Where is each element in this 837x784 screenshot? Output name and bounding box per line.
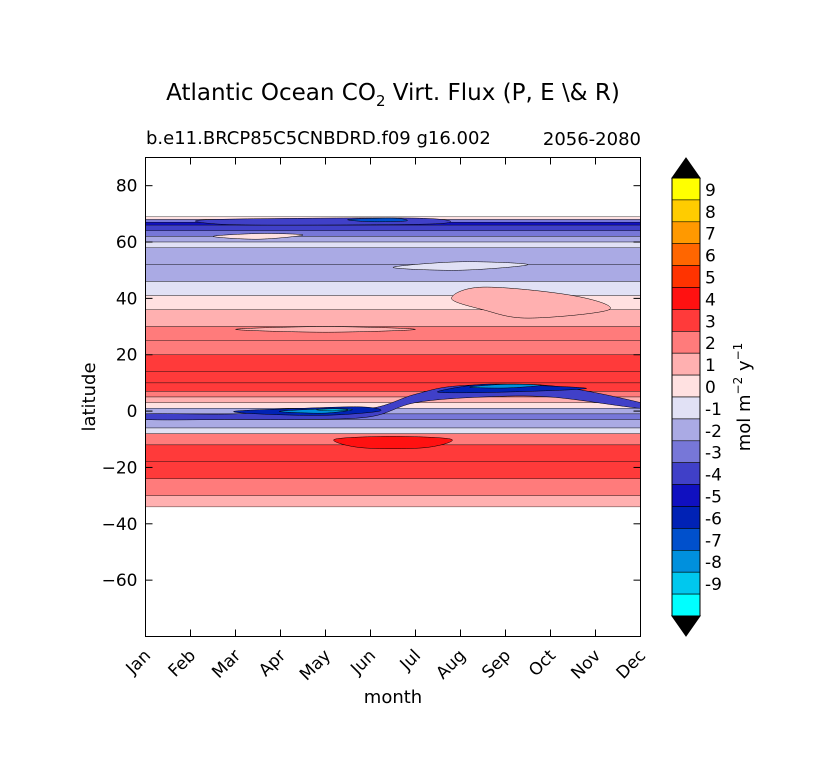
colorbar-bin	[671, 506, 701, 529]
colorbar-bin	[671, 199, 701, 223]
colorbar-tick-label: 0	[705, 378, 716, 398]
colorbar-tick-label: -9	[705, 575, 722, 595]
chart-title: Atlantic Ocean CO2 Virt. Flux (P, E \& R…	[166, 80, 620, 110]
contour-band	[145, 247, 641, 265]
contour-band	[145, 281, 641, 296]
colorbar-tick-label: 5	[705, 269, 716, 289]
colorbar-bin	[671, 418, 701, 442]
colorbar-tick-label: 1	[705, 356, 716, 376]
contour-band	[145, 427, 641, 434]
y-tick-label: 60	[116, 233, 138, 253]
contour-band	[145, 461, 641, 479]
subtrop-white	[451, 286, 611, 319]
colorbar-bin	[671, 484, 701, 507]
contour-band	[145, 241, 641, 248]
colorbar-bin	[671, 309, 701, 332]
colorbar-bin	[671, 440, 701, 463]
itcz-max	[316, 408, 349, 412]
plot-frame	[145, 157, 641, 637]
x-tick-label: Dec	[613, 646, 650, 683]
x-tick-label: May	[296, 646, 335, 685]
colorbar-tick-label: -8	[705, 553, 722, 573]
y-tick-label: −40	[102, 515, 138, 535]
colorbar-tick-label: -7	[705, 531, 722, 551]
contour-bands	[145, 216, 641, 508]
subtrop-band	[235, 326, 416, 333]
north-hl-core	[195, 217, 451, 226]
contour-band	[145, 224, 641, 231]
colorbar-bin	[671, 571, 701, 595]
colorbar-tick-label: -3	[705, 444, 722, 464]
colorbar-bin	[671, 549, 701, 573]
colorbar-tick-label: -2	[705, 422, 722, 442]
colorbar-bin	[671, 352, 701, 376]
colorbar-tick-label: -1	[705, 400, 722, 420]
south-max	[333, 436, 453, 449]
contour-features	[145, 217, 641, 449]
colorbar-bin	[671, 396, 701, 420]
y-tick-label: 20	[116, 346, 138, 366]
y-tick-label: 80	[116, 177, 138, 197]
colorbar-tick-label: 4	[705, 290, 716, 310]
colorbar-bin	[671, 374, 701, 398]
colorbar-extend-min	[671, 615, 701, 637]
contour-band	[145, 478, 641, 496]
colorbar-extend-max	[671, 157, 701, 179]
colorbar-tick-label: 6	[705, 247, 716, 267]
colorbar-bin	[671, 528, 701, 551]
y-tick-label: 40	[116, 289, 138, 309]
y-tick-label: −20	[102, 458, 138, 478]
x-tick-label: Apr	[255, 646, 290, 681]
colorbar-bin	[671, 593, 701, 617]
colorbar-label: mol m−2 y−1	[731, 343, 755, 452]
plot-area	[145, 157, 641, 637]
x-tick-label: Feb	[165, 646, 200, 681]
contour-band	[145, 495, 641, 508]
chart-subtitle-left: b.e11.BRCP85C5CNBDRD.f09 g16.002	[146, 128, 491, 149]
x-tick-label: Oct	[525, 646, 560, 681]
colorbar-tick-label: -6	[705, 509, 722, 529]
itcz-min-east	[469, 383, 542, 389]
y-axis: 80 60 40 20 0 −20 −40 −60	[102, 177, 641, 591]
contour-band	[145, 264, 641, 282]
contour-band	[145, 340, 641, 355]
x-tick-label: Jan	[122, 646, 155, 679]
y-tick-label: 0	[127, 402, 138, 422]
colorbar-frame	[671, 177, 701, 617]
colorbar-bin	[671, 462, 701, 485]
colorbar-bin	[671, 221, 701, 245]
contour-band	[145, 354, 641, 372]
contour-band	[145, 419, 641, 429]
colorbar-bin	[671, 287, 701, 310]
colorbar-tick-label: -4	[705, 466, 722, 486]
colorbar-tick-label: 2	[705, 334, 716, 354]
x-tick-label: Mar	[208, 646, 245, 683]
colorbar-tick-label: 7	[705, 225, 716, 245]
colorbar-bin	[671, 265, 701, 288]
contour-band	[145, 371, 641, 384]
colorbar-bin	[671, 243, 701, 266]
chart-subtitle-right: 2056-2080	[543, 129, 641, 150]
colorbar-tick-label: 3	[705, 312, 716, 332]
north-hl-min	[347, 217, 408, 223]
x-tick-label: Aug	[432, 646, 470, 684]
colorbar-tick-label: 8	[705, 203, 716, 223]
north-white-1	[212, 233, 304, 240]
x-tick-label: Nov	[567, 646, 605, 684]
y-axis-label: latitude	[79, 362, 100, 431]
colorbar-tick-label: -5	[705, 488, 722, 508]
colorbar-bin	[671, 330, 701, 354]
colorbar-bin	[671, 177, 701, 201]
x-tick-label: Jun	[346, 646, 380, 680]
colorbar-tick-label: 9	[705, 181, 716, 201]
x-axis-label: month	[364, 687, 422, 708]
x-tick-label: Sep	[478, 646, 515, 683]
x-tick-label: Jul	[396, 646, 425, 675]
north-white-2	[392, 261, 529, 271]
y-tick-label: −60	[102, 571, 138, 591]
